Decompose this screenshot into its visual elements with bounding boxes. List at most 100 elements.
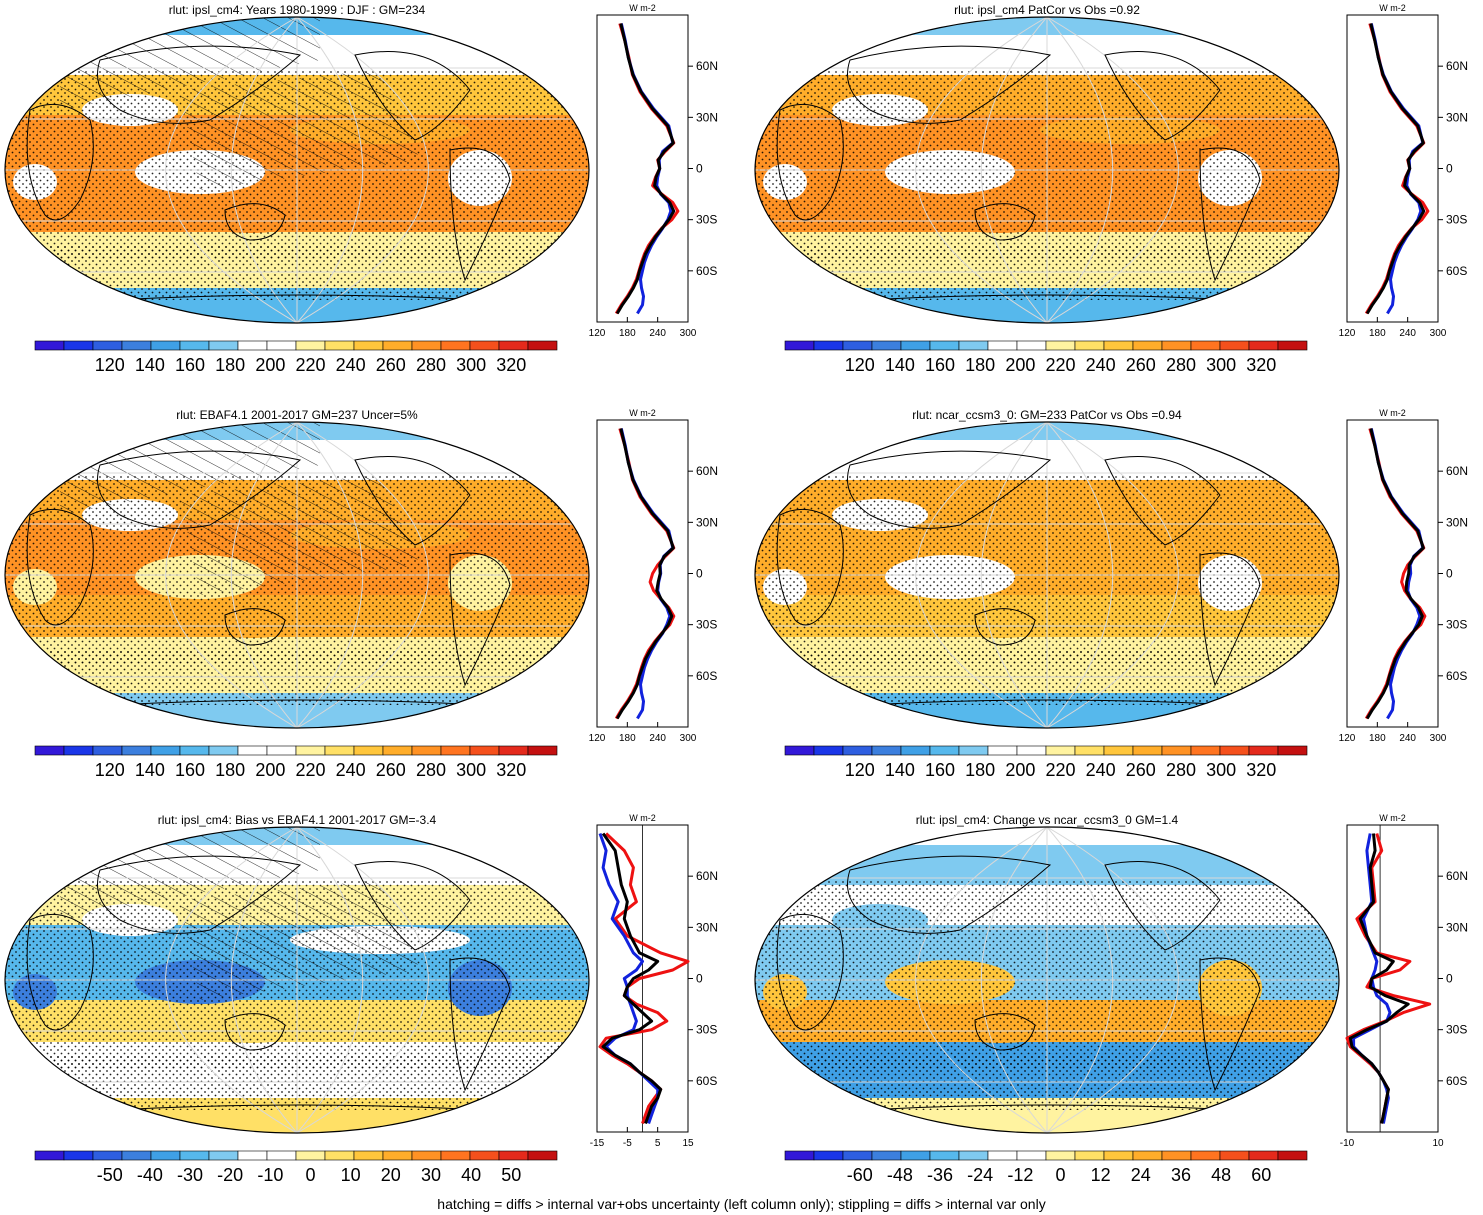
- profile-y-tick-label: 60N: [1446, 464, 1468, 478]
- colorbar-swatch: [295, 745, 326, 756]
- colorbar-tick-label: 200: [1005, 355, 1035, 375]
- profile-x-tick-label: 120: [589, 328, 606, 339]
- colorbar-swatch: [900, 745, 931, 756]
- coastline-eurasia: [847, 45, 1052, 124]
- profile-y-tick-label: 60S: [696, 669, 717, 683]
- colorbar-tick-label: -24: [967, 1165, 993, 1185]
- colorbar-tick-label: 24: [1131, 1165, 1151, 1185]
- colorbar-swatch: [929, 745, 960, 756]
- map-border: [754, 16, 1340, 324]
- coastline-eurasia: [97, 450, 302, 529]
- profile-x-tick-label: 240: [1399, 733, 1416, 744]
- colorbar-swatch: [1219, 340, 1250, 351]
- colorbar-tick-label: -48: [887, 1165, 913, 1185]
- colorbar-swatch: [1132, 1150, 1163, 1161]
- coastline-australia: [974, 203, 1036, 241]
- coastline-north-america: [354, 861, 471, 951]
- profile-x-tick-label: 180: [1369, 733, 1386, 744]
- colorbar-swatch: [1016, 340, 1047, 351]
- profile-unit-label: W m-2: [1379, 3, 1406, 13]
- colorbar-tick-label: 140: [135, 760, 165, 780]
- figure-footer-note: hatching = diffs > internal var+obs unce…: [437, 1196, 1046, 1212]
- colorbar-tick-label: -60: [847, 1165, 873, 1185]
- coastline-eurasia: [847, 450, 1052, 529]
- colorbar-swatch: [1132, 745, 1163, 756]
- colorbar-swatch: [784, 340, 815, 351]
- colorbar-tick-label: 12: [1091, 1165, 1111, 1185]
- coastline-south-america: [449, 957, 511, 1092]
- colorbar-swatch: [469, 1150, 500, 1161]
- coastline-north-america: [1104, 456, 1221, 546]
- zonal-profile: W m-2 -15 -5 5 15 60N 30N 0 30S 60S: [590, 813, 718, 1149]
- colorbar-swatch: [527, 1150, 558, 1161]
- map-border: [4, 16, 590, 324]
- colorbar-swatch: [842, 745, 873, 756]
- colorbar-swatch: [987, 340, 1018, 351]
- coastline-australia: [224, 1013, 286, 1051]
- colorbar-swatch: [150, 745, 181, 756]
- profile-y-tick-label: 30S: [696, 618, 717, 632]
- hatching-pacific: [180, 70, 420, 190]
- colorbar-tick-label: 160: [175, 355, 205, 375]
- colorbar-swatch: [929, 340, 960, 351]
- profile-y-tick-label: 30S: [696, 1023, 717, 1037]
- colorbar-swatch: [237, 340, 268, 351]
- colorbar-tick-label: 120: [95, 355, 125, 375]
- stippling-tropics: [755, 475, 1339, 665]
- colorbar-swatch: [900, 1150, 931, 1161]
- colorbar-tick-label: 20: [381, 1165, 401, 1185]
- stippling-tropics: [755, 880, 1339, 1070]
- colorbar-swatch: [208, 340, 239, 351]
- colorbar-swatch: [1248, 1150, 1279, 1161]
- colorbar-swatch: [813, 745, 844, 756]
- profile-x-tick-label: 15: [682, 1138, 694, 1149]
- profile-x-tick-label: -15: [590, 1138, 605, 1149]
- profile-y-tick-label: 30N: [1446, 920, 1468, 934]
- colorbar-swatch: [324, 745, 355, 756]
- colorbar-swatch: [353, 1150, 384, 1161]
- zonal-profile: W m-2 120 180 240 300 60N 30N 0 30S 60S: [1339, 408, 1468, 744]
- colorbar-swatch: [63, 745, 94, 756]
- colorbar-tick-label: -12: [1007, 1165, 1033, 1185]
- profile-x-tick-label: 10: [1432, 1138, 1444, 1149]
- profile-y-tick-label: 30S: [1446, 1023, 1467, 1037]
- zonal-profile: W m-2 120 180 240 300 60N 30N 0 30S 60S: [589, 408, 718, 744]
- profile-x-tick-label: 300: [1430, 328, 1447, 339]
- colorbar-tick-label: 240: [336, 760, 366, 780]
- panel-1: rlut: ipsl_cm4: Years 1980-1999 : DJF : …: [4, 3, 718, 375]
- profile-y-tick-label: 60N: [1446, 869, 1468, 883]
- colorbar-swatch: [1277, 340, 1308, 351]
- profile-unit-label: W m-2: [629, 3, 656, 13]
- colorbar-swatch: [1132, 340, 1163, 351]
- profile-y-tick-label: 30N: [696, 110, 718, 124]
- colorbar-swatch: [1045, 1150, 1076, 1161]
- profile-unit-label: W m-2: [1379, 813, 1406, 823]
- panel-title: rlut: ipsl_cm4: Years 1980-1999 : DJF : …: [169, 3, 426, 17]
- colorbar-tick-label: 320: [1246, 760, 1276, 780]
- colorbar-swatch: [295, 1150, 326, 1161]
- panel-title: rlut: ncar_ccsm3_0: GM=233 PatCor vs Obs…: [912, 408, 1182, 422]
- profile-x-tick-label: 240: [1399, 328, 1416, 339]
- colorbar-swatch: [63, 1150, 94, 1161]
- coastline-australia: [974, 608, 1036, 646]
- coastline-north-america: [1104, 861, 1221, 951]
- colorbar-tick-label: 180: [215, 355, 245, 375]
- colorbar-swatch: [1190, 1150, 1221, 1161]
- colorbar-tick-label: 160: [925, 355, 955, 375]
- map-border: [754, 826, 1340, 1134]
- colorbar-swatch: [440, 1150, 471, 1161]
- colorbar-swatch: [440, 340, 471, 351]
- profile-y-tick-label: 30N: [696, 515, 718, 529]
- colorbar-swatch: [150, 340, 181, 351]
- colorbar-tick-label: 120: [845, 760, 875, 780]
- colorbar-swatch: [237, 745, 268, 756]
- colorbar-tick-label: 50: [501, 1165, 521, 1185]
- colorbar-swatch: [958, 1150, 989, 1161]
- colorbar-swatch: [1074, 745, 1105, 756]
- profile-line-reference: [1365, 23, 1426, 315]
- coastline-africa: [776, 508, 844, 626]
- profile-y-tick-label: 60S: [1446, 669, 1467, 683]
- profile-x-tick-label: 120: [1339, 733, 1356, 744]
- colorbar-swatch: [871, 745, 902, 756]
- colorbar-tick-label: 220: [295, 355, 325, 375]
